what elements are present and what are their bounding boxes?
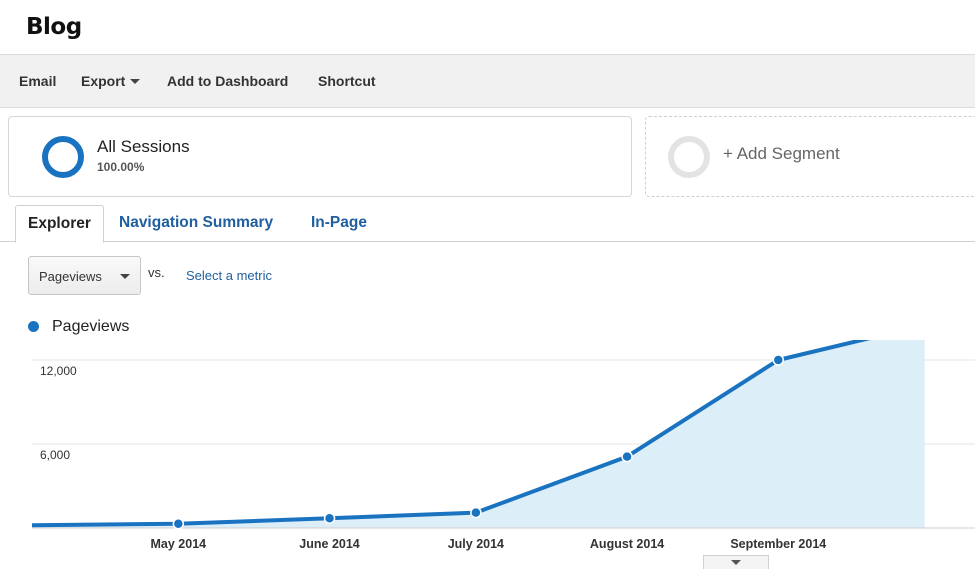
x-tick-label: June 2014 <box>299 537 360 551</box>
segment-percent: 100.00% <box>97 160 145 174</box>
chevron-down-icon <box>120 274 130 279</box>
email-button[interactable]: Email <box>19 73 57 89</box>
pageviews-chart: 6,000 12,000 May 2014 June 2014 July 2014 Aug… <box>31 340 975 551</box>
add-to-dashboard-button[interactable]: Add to Dashboard <box>167 73 289 89</box>
y-tick-label: 12,000 <box>40 364 77 378</box>
legend-swatch <box>28 321 39 332</box>
tab-explorer[interactable]: Explorer <box>15 205 104 243</box>
export-label: Export <box>81 73 126 89</box>
segment-ring-icon <box>42 136 84 178</box>
chevron-down-icon <box>130 78 141 84</box>
legend-label: Pageviews <box>52 318 130 335</box>
data-point <box>621 450 633 463</box>
data-point <box>772 354 785 366</box>
segment-name: All Sessions <box>97 137 190 156</box>
tab-navigation-summary[interactable]: Navigation Summary <box>119 214 274 231</box>
y-tick-label: 6,000 <box>40 448 70 462</box>
data-point <box>470 506 482 519</box>
shortcut-button[interactable]: Shortcut <box>318 73 376 89</box>
empty-segment-ring-icon <box>668 136 710 178</box>
metric-dropdown-value: Pageviews <box>39 269 102 284</box>
vs-label: vs. <box>148 265 165 280</box>
report-toolbar: Email Export Add to Dashboard Shortcut <box>0 54 975 108</box>
page-title: Blog <box>26 14 82 40</box>
export-button[interactable]: Export <box>81 73 141 89</box>
metric-dropdown[interactable]: Pageviews <box>28 256 141 295</box>
chevron-down-icon <box>731 560 741 565</box>
x-tick-label: August 2014 <box>590 537 664 551</box>
data-point <box>172 518 185 530</box>
series-area <box>32 340 925 528</box>
select-metric-link[interactable]: Select a metric <box>186 268 272 283</box>
add-segment-label: + Add Segment <box>723 144 840 163</box>
x-tick-label: May 2014 <box>151 537 207 551</box>
report-tabs: Explorer Navigation Summary In-Page <box>0 205 975 243</box>
tab-in-page[interactable]: In-Page <box>311 214 367 231</box>
x-tick-label: September 2014 <box>730 537 826 551</box>
x-tick-label: July 2014 <box>448 537 504 551</box>
report-header: Blog <box>0 0 975 54</box>
segment-card-all-sessions[interactable]: All Sessions 100.00% <box>8 116 632 197</box>
data-point <box>323 512 336 524</box>
add-segment-button[interactable]: + Add Segment <box>645 116 975 197</box>
chart-collapse-handle[interactable] <box>703 555 769 569</box>
